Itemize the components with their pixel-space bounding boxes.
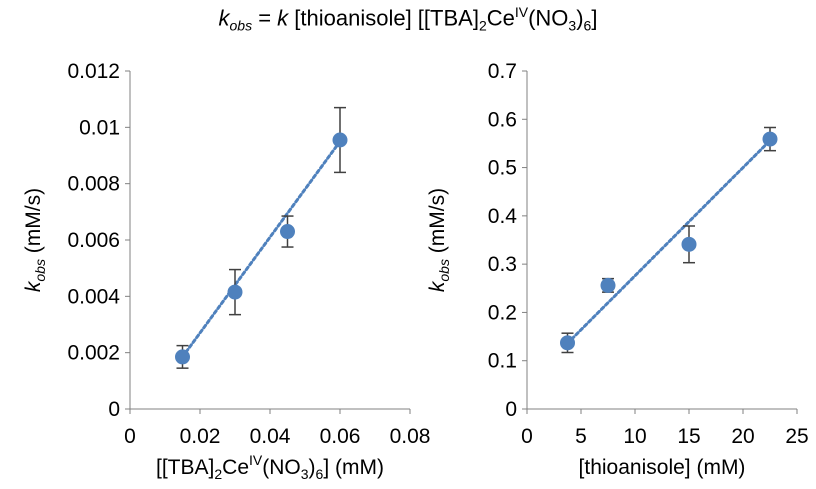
x-axis-label: [[TBA]2CeIV(NO3)6] (mM) [156,452,384,482]
y-tick-label: 0.3 [488,253,517,276]
title-obs: obs [229,17,253,34]
data-point [681,236,697,252]
x-tick-label: 10 [623,425,646,448]
x-tick-label: 0.08 [390,425,431,448]
x-axis-label: [thioanisole] (mM) [579,456,746,479]
x-label-sup: IV [249,452,263,468]
x-label-sub: 3 [301,466,309,482]
y-tick-label: 0.012 [67,60,120,83]
title-rest-d: ] [591,5,598,31]
y-label-k: k [426,280,449,292]
y-label-unit: (mM/s) [22,188,45,259]
y-tick-label: 0.1 [488,350,517,373]
title-rest-a: [thioanisole] [[TBA] [288,5,479,31]
y-tick-label: 0 [505,398,517,421]
title-k: k [218,5,230,31]
y-axis-label: kobs (mM/s) [426,188,452,292]
x-label-part: Ce [222,456,249,479]
figure-title: kobs = k [thioanisole] [[TBA]2CeIV(NO3)6… [0,4,816,34]
title-rate-const: k [277,5,289,31]
x-label-part: [thioanisole] (mM) [579,456,746,479]
y-tick-label: 0.4 [488,205,518,228]
title-rest-b: (NO [528,5,569,31]
x-tick-label: 15 [677,425,700,448]
x-tick-label: 0.04 [250,425,291,448]
x-tick-label: 5 [575,425,587,448]
y-label-unit: (mM/s) [426,188,449,259]
chart-2: 0 0.1 0.2 0.3 0.4 0.5 0.6 0.7 0 5 10 15 20 25 [thioani… [426,60,809,479]
title-ce: Ce [486,5,515,31]
x-tick-label: 0 [124,425,136,448]
title-equals: = [252,5,278,31]
title-sub3: 3 [568,17,577,34]
y-tick-label: 0.006 [67,229,120,252]
y-tick-label: 0 [108,398,120,421]
y-axis-label: kobs (mM/s) [22,188,48,292]
data-point [175,349,190,365]
data-point [600,277,616,293]
y-tick-label: 0.002 [67,342,120,365]
y-tick-label: 0.008 [67,173,120,196]
title-sub2: 2 [478,17,487,34]
title-sup-iv: IV [514,4,529,20]
x-tick-label: 0 [521,425,533,448]
title-rest-c: ) [576,5,584,31]
x-label-part: ) [309,456,316,479]
data-point [560,335,575,351]
y-label-sub: obs [436,259,452,282]
x-label-part: (NO [262,456,301,479]
y-tick-label: 0.2 [488,301,517,324]
chart-1: 0 0.002 0.004 0.006 0.008 0.01 0.012 0 0.02 0.04 0… [22,60,430,482]
x-tick-label: 25 [785,425,808,448]
x-tick-label: 0.02 [180,425,221,448]
y-label-k: k [22,280,45,292]
x-label-part: ] (mM) [323,456,384,479]
y-tick-label: 0.004 [67,285,120,308]
data-point [332,132,348,148]
x-label-sub: 6 [316,466,324,482]
x-tick-label: 20 [731,425,754,448]
y-tick-label: 0.5 [488,157,517,180]
trendline [566,139,772,345]
y-tick-label: 0.7 [488,60,517,83]
data-point [762,131,778,147]
y-tick-label: 0.01 [79,116,120,139]
title-sub6: 6 [583,17,592,34]
trendline [181,139,342,359]
x-tick-label: 0.06 [320,425,361,448]
data-point [227,284,243,300]
x-label-part: [[TBA] [156,456,214,479]
data-point [280,224,295,240]
x-label-sub: 2 [214,466,222,482]
y-tick-label: 0.6 [488,108,517,131]
y-label-sub: obs [32,259,48,282]
